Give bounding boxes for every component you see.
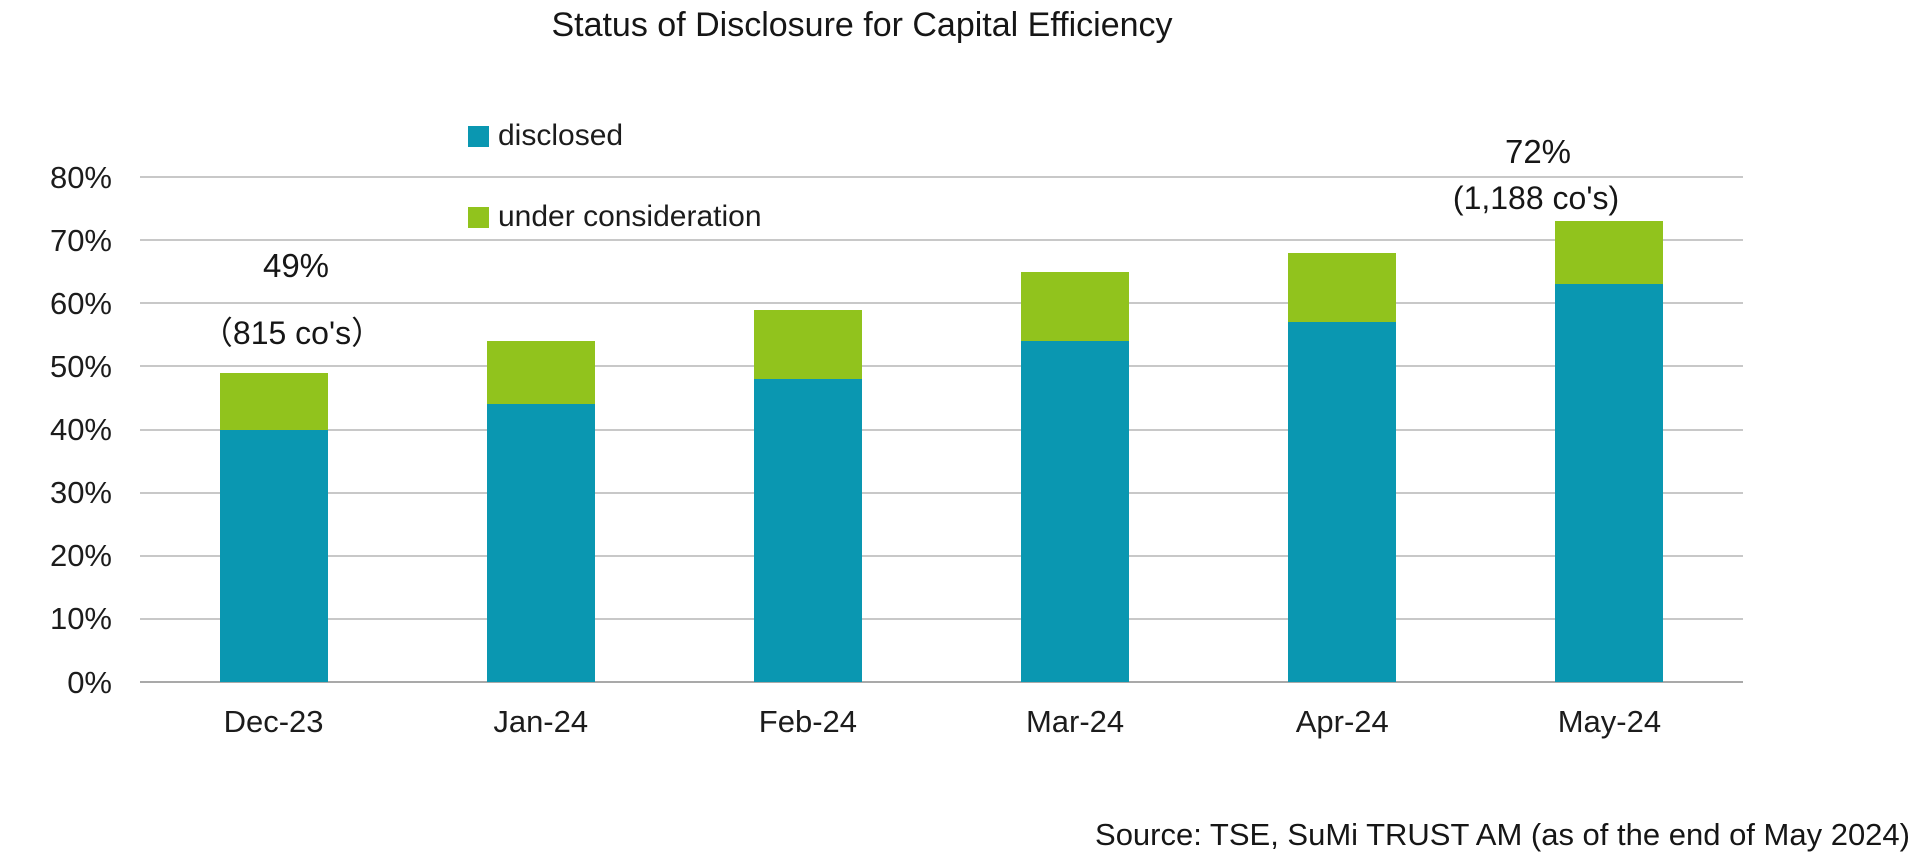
legend-item-under-consideration: under consideration [468,201,762,233]
gridline-60% [140,302,1743,305]
y-tick-label-50%: 50% [49,348,112,384]
y-tick-label-70%: 70% [49,222,112,258]
y-tick-label-30%: 30% [49,475,112,511]
bar-segment-under-consideration-Feb-24 [753,309,862,379]
x-tick-label-May-24: May-24 [1557,704,1662,739]
y-tick-label-80%: 80% [49,159,112,195]
bar-segment-disclosed-Feb-24 [753,379,862,682]
x-tick-label-Mar-24: Mar-24 [1025,704,1125,739]
y-tick-label-0%: 0% [67,664,112,700]
x-tick-label-Apr-24: Apr-24 [1295,704,1389,739]
annotation-dec-companies: （815 co's） [200,315,384,351]
gridline-30% [140,491,1743,494]
bar-segment-under-consideration-May-24 [1555,221,1664,285]
y-tick-label-20%: 20% [49,538,112,574]
gridline-40% [140,428,1743,431]
bar-segment-disclosed-Mar-24 [1021,341,1130,682]
legend-label-under-consideration: under consideration [498,200,762,233]
gridline-20% [140,554,1743,557]
bar-segment-under-consideration-Mar-24 [1021,271,1130,342]
bar-segment-disclosed-May-24 [1555,284,1664,682]
under-consideration-swatch-icon [468,206,489,228]
annotation-may-percent: 72% [1504,133,1572,170]
bar-segment-disclosed-Dec-23 [219,429,328,682]
bar-segment-under-consideration-Apr-24 [1288,252,1397,323]
legend-item-disclosed: disclosed [468,120,623,152]
x-axis-line [140,681,1743,683]
bar-segment-disclosed-Jan-24 [486,404,595,682]
gridline-70% [140,239,1743,242]
gridline-50% [140,365,1743,368]
annotation-may-companies: (1,188 co's) [1452,180,1620,216]
disclosed-swatch-icon [468,125,489,147]
plot-area [140,176,1743,683]
y-tick-label-40%: 40% [49,412,112,447]
chart-title: Status of Disclosure for Capital Efficie… [551,6,1173,44]
source-note: Source: TSE, SuMi TRUST AM (as of the en… [1095,817,1910,852]
y-tick-label-10%: 10% [49,601,112,637]
annotation-dec-percent: 49% [262,247,330,284]
bar-segment-under-consideration-Dec-23 [219,372,328,430]
gridline-80% [140,176,1743,178]
x-tick-label-Feb-24: Feb-24 [758,704,858,739]
bar-segment-under-consideration-Jan-24 [486,341,595,405]
legend-label-disclosed: disclosed [498,119,624,152]
x-tick-label-Jan-24: Jan-24 [493,704,589,739]
y-tick-label-60%: 60% [49,285,112,321]
bar-segment-disclosed-Apr-24 [1288,322,1397,682]
x-tick-label-Dec-23: Dec-23 [223,704,324,739]
gridline-10% [140,617,1743,620]
